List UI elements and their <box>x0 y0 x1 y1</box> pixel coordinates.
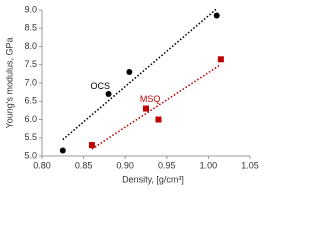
x-tick-label: 1.00 <box>200 160 218 170</box>
marker <box>155 116 162 123</box>
y-tick-label: 5.5 <box>24 132 37 142</box>
marker <box>126 69 133 76</box>
y-tick-label: 6.5 <box>24 96 37 106</box>
y-tick-label: 8.0 <box>24 41 37 51</box>
chart: Density, [g/cm³] Young's modulus, GPa 5.… <box>4 4 259 184</box>
marker <box>105 90 112 97</box>
marker <box>143 105 149 112</box>
marker <box>59 147 66 154</box>
trendline <box>62 8 218 141</box>
y-tick-label: 5.0 <box>24 150 37 160</box>
y-tick-label: 9.0 <box>24 4 37 14</box>
x-tick-label: 0.80 <box>33 160 51 170</box>
marker <box>217 56 224 63</box>
x-axis-label: Density, [g/cm³] <box>122 174 184 184</box>
y-tick-label: 6.0 <box>24 114 37 124</box>
y-tick-label: 7.0 <box>24 77 37 87</box>
trendline <box>91 63 222 150</box>
marker <box>213 12 220 19</box>
x-tick-label: 0.85 <box>75 160 93 170</box>
marker <box>88 142 95 149</box>
x-tick-label: 1.05 <box>241 160 259 170</box>
y-axis-label: Young's modulus, GPa <box>4 38 14 129</box>
series-label: OCS <box>90 81 110 91</box>
series-label: MSQ <box>140 94 161 104</box>
y-tick-label: 7.5 <box>24 59 37 69</box>
x-tick-label: 0.95 <box>158 160 176 170</box>
x-tick-label: 0.90 <box>116 160 134 170</box>
y-tick-label: 8.5 <box>24 23 37 33</box>
